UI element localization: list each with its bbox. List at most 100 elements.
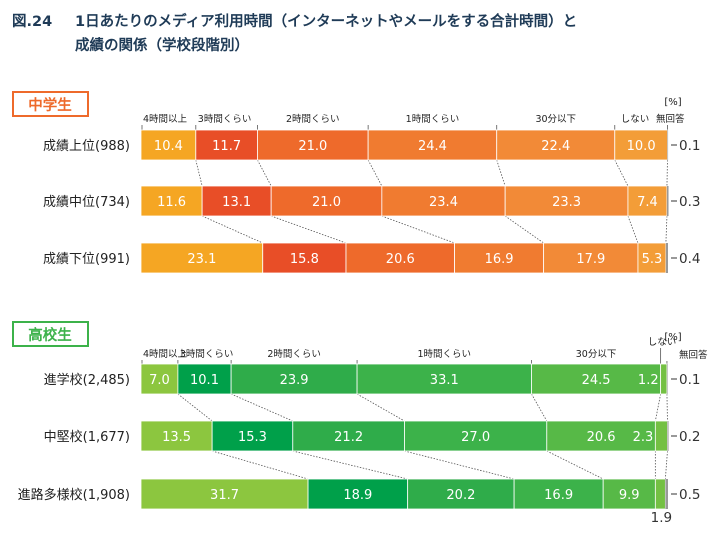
connector-line — [496, 159, 506, 187]
category-label: 30分以下 — [576, 349, 617, 360]
chart-panels: 中学生 [%]4時間以上 3時間くらい 2時間くらい 1時間くらい 30分以下 しない 無回答… — [12, 91, 708, 526]
category-label: 1時間くらい — [406, 114, 460, 125]
segment-value: 1.2 — [638, 373, 659, 388]
segment-value: 7.4 — [637, 195, 658, 210]
segment-value: 1.9 — [651, 510, 672, 526]
row-label: 成績上位(988) — [43, 139, 130, 154]
segment-value: 20.6 — [587, 430, 616, 445]
category-label: 4時間以上 — [143, 114, 188, 125]
segment-value: 21.0 — [312, 195, 341, 210]
segment-value: 9.9 — [619, 488, 640, 503]
connector-line — [654, 393, 662, 422]
segment-value: 21.2 — [334, 430, 363, 445]
connector-line — [664, 450, 668, 480]
bar-segment — [201, 185, 272, 217]
row-label: 成績下位(991) — [43, 252, 130, 267]
segment-value: 23.3 — [552, 195, 581, 210]
connector-line — [292, 450, 408, 480]
connector-line — [271, 215, 347, 244]
bar-segment — [140, 129, 197, 161]
segment-value: 21.0 — [298, 139, 327, 154]
connector-line — [230, 393, 293, 422]
bar-segment — [140, 478, 309, 510]
bar-segment — [654, 478, 666, 510]
figure-title-line2: 成績の関係（学校段階別） — [75, 36, 249, 54]
bar-segment — [195, 129, 258, 161]
connector-line — [614, 159, 629, 187]
no-answer-value: 0.4 — [679, 251, 700, 267]
bar-segment — [543, 242, 639, 274]
bar-segment — [140, 363, 179, 395]
connector-line — [367, 159, 383, 187]
segment-value: 22.4 — [541, 139, 570, 154]
no-answer-value: 0.1 — [679, 372, 700, 388]
bar-segment — [140, 242, 264, 274]
no-answer-value: 0.2 — [679, 429, 700, 445]
bar-segment — [140, 420, 213, 452]
bar-segment — [230, 363, 358, 395]
bar-segment — [211, 420, 294, 452]
category-label: 2時間くらい — [267, 349, 321, 360]
bar-segment — [665, 243, 668, 273]
bar-segment — [504, 185, 629, 217]
connector-line — [404, 450, 515, 480]
bar-segment — [667, 130, 669, 160]
bar-segment — [513, 478, 604, 510]
segment-value: 17.9 — [576, 252, 605, 267]
bar-segment — [637, 242, 667, 274]
segment-value: 27.0 — [461, 430, 490, 445]
unit-label: [%] — [664, 332, 681, 343]
bar-segment — [666, 186, 669, 216]
segment-value: 16.9 — [485, 252, 514, 267]
bar-segment — [177, 363, 232, 395]
segment-value: 15.8 — [290, 252, 319, 267]
bar-segment — [367, 129, 498, 161]
bar-segment — [381, 185, 506, 217]
segment-value: 13.5 — [162, 430, 191, 445]
unit-label: [%] — [664, 97, 681, 108]
connector-line — [356, 393, 405, 422]
segment-value: 23.9 — [280, 373, 309, 388]
panel-tag-box — [12, 321, 89, 347]
segment-value: 2.3 — [633, 430, 654, 445]
category-label: 無回答 — [656, 113, 685, 125]
connector-line — [546, 450, 604, 480]
segment-value: 24.4 — [418, 139, 447, 154]
category-label: 3時間くらい — [198, 114, 252, 125]
row-label: 進路多様校(1,908) — [18, 487, 130, 503]
connector-line — [201, 215, 263, 244]
bar-segment — [356, 363, 532, 395]
segment-value: 23.4 — [429, 195, 458, 210]
bar-segment — [531, 363, 662, 395]
category-label: 3時間くらい — [180, 349, 234, 360]
panel-0: 中学生 [%] 4時間以上 3時間くらい 2時間くらい 1時間くらい 30分以下 しない 無回答… — [12, 91, 700, 274]
segment-value: 5.3 — [642, 252, 663, 267]
bar-segment — [257, 129, 369, 161]
segment-value: 31.7 — [210, 488, 239, 503]
segment-value: 24.5 — [582, 373, 611, 388]
connector-line — [627, 215, 639, 244]
segment-value: 10.1 — [190, 373, 219, 388]
row-label: 進学校(2,485) — [44, 372, 130, 388]
connector-line — [381, 215, 455, 244]
segment-value: 18.9 — [343, 488, 372, 503]
no-answer-value: 0.5 — [679, 487, 700, 503]
bar-segment — [262, 242, 347, 274]
segment-value: 20.2 — [446, 488, 475, 503]
no-answer-value: 0.3 — [679, 194, 700, 210]
segment-value: 11.6 — [157, 195, 186, 210]
row-label: 成績中位(734) — [43, 195, 130, 210]
bar-segment — [454, 242, 545, 274]
bar-segment — [496, 129, 616, 161]
panel-tag-box — [12, 91, 89, 117]
category-label: 4時間以上 — [143, 349, 188, 360]
bar-segment — [654, 420, 668, 452]
bar-segment — [140, 185, 203, 217]
connector-line — [177, 393, 213, 422]
connector-line — [666, 159, 668, 187]
segment-value: 16.9 — [544, 488, 573, 503]
bar-segment — [602, 478, 656, 510]
segment-value: 33.1 — [430, 373, 459, 388]
category-label: 1時間くらい — [418, 349, 472, 360]
